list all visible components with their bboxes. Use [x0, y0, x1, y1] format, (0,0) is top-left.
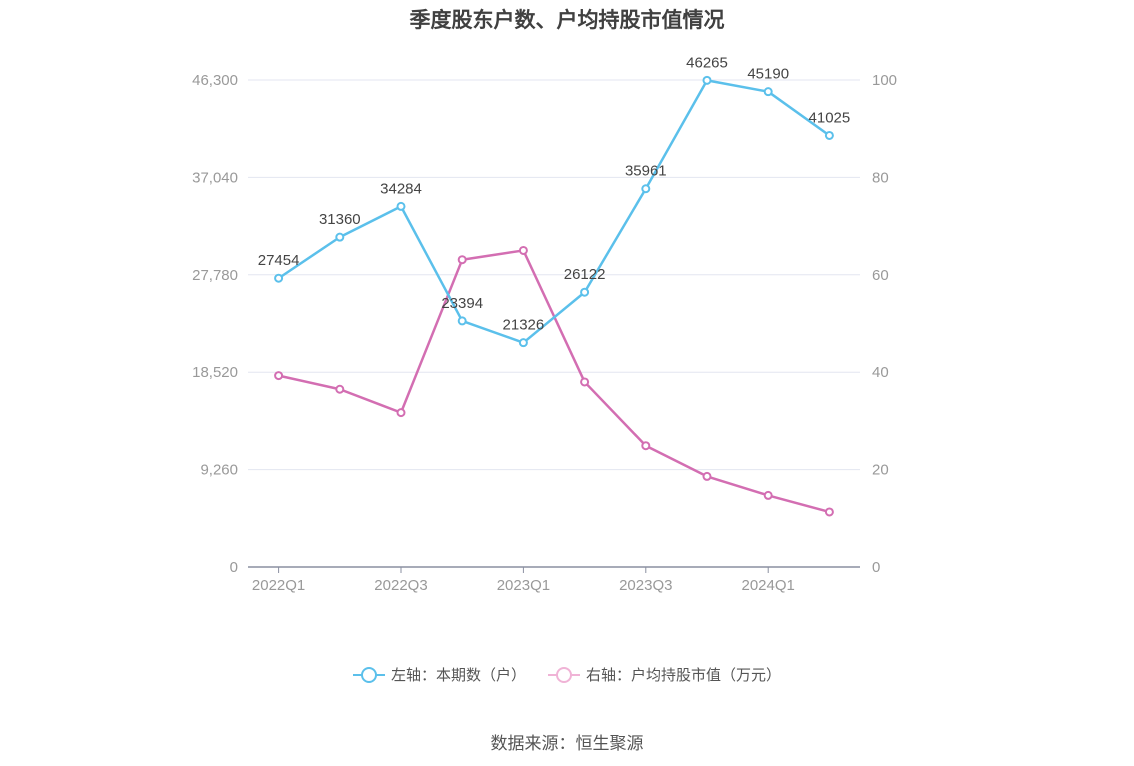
data-point-avg-value: [518, 245, 528, 255]
data-point-households: [763, 87, 773, 97]
data-point-households: [824, 130, 834, 140]
data-source: 数据来源：恒生聚源: [490, 734, 644, 754]
data-point-households: [396, 201, 406, 211]
data-point-avg-value: [763, 490, 773, 500]
data-label-households: 31360: [319, 211, 361, 228]
data-label-households: 26122: [564, 266, 606, 283]
y-left-tick-label: 0: [230, 559, 238, 576]
data-label-households: 45190: [747, 66, 789, 83]
data-point-households: [702, 75, 712, 85]
data-label-households: 27454: [258, 252, 300, 269]
y-right-tick-label: 100: [872, 72, 897, 89]
data-point-avg-value: [457, 255, 467, 265]
legend-swatch-households: [352, 666, 385, 683]
y-left-tick-label: 37,040: [192, 169, 238, 186]
chart-title: 季度股东户数、户均持股市值情况: [409, 8, 725, 32]
y-left-tick-label: 18,520: [192, 364, 238, 381]
y-left-tick-label: 9,260: [200, 462, 238, 479]
data-point-households: [274, 273, 284, 283]
data-point-avg-value: [702, 471, 712, 481]
y-right-tick-label: 60: [872, 267, 889, 284]
y-right-tick-label: 80: [872, 169, 889, 186]
x-tick-label: 2023Q3: [619, 577, 672, 594]
legend-label-avg-value: 右轴：户均持股市值（万元）: [586, 666, 782, 684]
data-label-households: 46265: [686, 54, 728, 71]
legend-item-avg-value[interactable]: 右轴：户均持股市值（万元）: [548, 664, 781, 685]
data-point-households: [457, 316, 467, 326]
legend-swatch-avg-value: [548, 666, 580, 683]
legend: 左轴：本期数（户） 右轴：户均持股市值（万元）: [0, 664, 1134, 685]
x-tick-label: 2024Q1: [742, 577, 795, 594]
data-label-households: 23394: [441, 295, 483, 312]
y-left-tick-label: 46,300: [192, 72, 238, 89]
legend-label-households: 左轴：本期数（户）: [390, 666, 526, 684]
x-tick-label: 2022Q1: [252, 577, 305, 594]
data-point-avg-value: [274, 371, 284, 381]
y-left-tick-label: 27,780: [192, 267, 238, 284]
data-point-avg-value: [335, 384, 345, 394]
y-right-tick-label: 0: [872, 559, 880, 576]
data-point-households: [641, 184, 651, 194]
y-right-tick-label: 20: [872, 462, 889, 479]
legend-item-households[interactable]: 左轴：本期数（户）: [352, 664, 526, 685]
data-point-households: [518, 338, 528, 348]
data-label-households: 21326: [503, 317, 545, 334]
data-point-avg-value: [641, 441, 651, 451]
data-point-avg-value: [580, 377, 590, 387]
series-line-avg-value: [278, 249, 830, 514]
data-label-households: 35961: [625, 163, 667, 180]
y-right-tick-label: 40: [872, 364, 889, 381]
chart-plot: 0 9,260 18,520 27,780 37,040 46,300 0 20 40 60 80 1…: [192, 54, 897, 594]
x-tick-label: 2023Q1: [497, 577, 550, 594]
x-tick-label: 2022Q3: [374, 577, 427, 594]
data-point-avg-value: [824, 507, 834, 517]
series-line-households: [277, 79, 831, 344]
data-point-households: [580, 287, 590, 297]
data-point-households: [335, 232, 345, 242]
data-point-avg-value: [396, 408, 406, 418]
data-label-households: 34284: [380, 180, 422, 197]
data-label-households: 41025: [809, 109, 851, 126]
